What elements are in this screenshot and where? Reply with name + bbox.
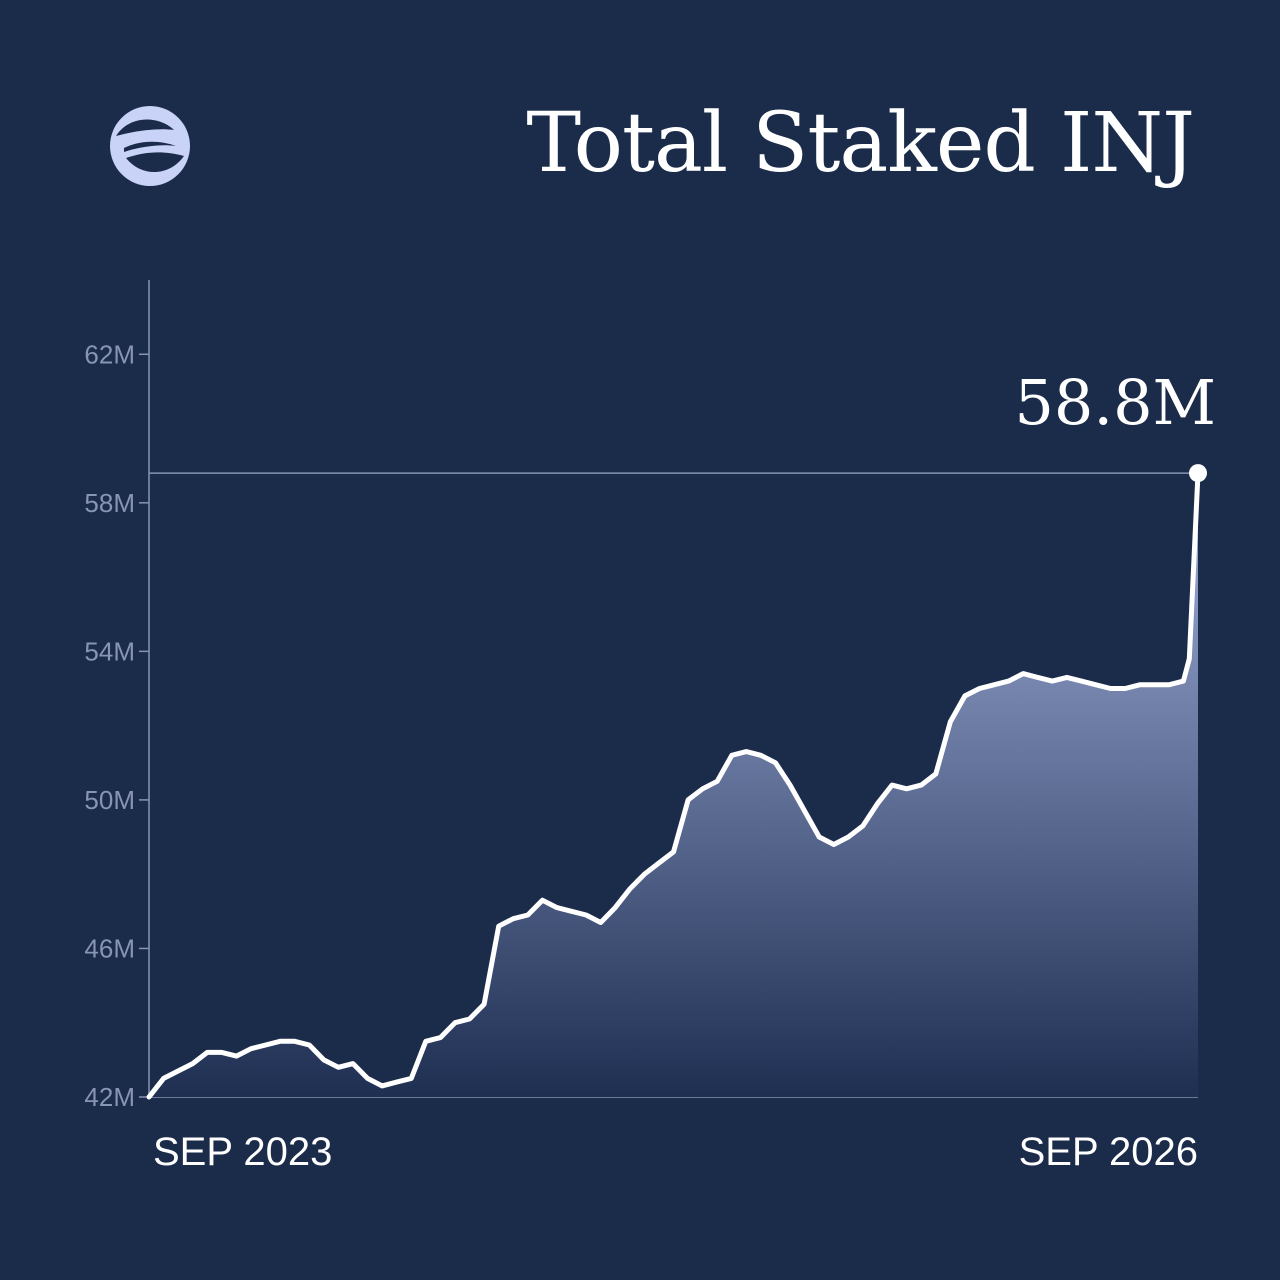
highlight-value-label: 58.8M: [1014, 366, 1216, 439]
y-tick-label: 46M: [84, 933, 135, 963]
area-fill: [149, 473, 1198, 1098]
series-line: [146, 470, 1201, 1100]
chart-title: Total Staked INJ: [526, 96, 1195, 191]
injective-logo-icon: [110, 106, 190, 186]
highlight-point: [1189, 464, 1207, 483]
y-tick-label: 58M: [84, 488, 135, 518]
y-tick-label: 50M: [84, 785, 135, 815]
x-tick-label-end: SEP 2026: [1019, 1130, 1198, 1174]
y-tick-label: 62M: [84, 339, 135, 369]
y-axis-ticks: 42M 46M 50M 54M 58M 62M: [84, 339, 149, 1112]
x-tick-label-start: SEP 2023: [153, 1130, 332, 1174]
y-tick-label: 54M: [84, 636, 135, 666]
y-tick-label: 42M: [84, 1082, 135, 1112]
